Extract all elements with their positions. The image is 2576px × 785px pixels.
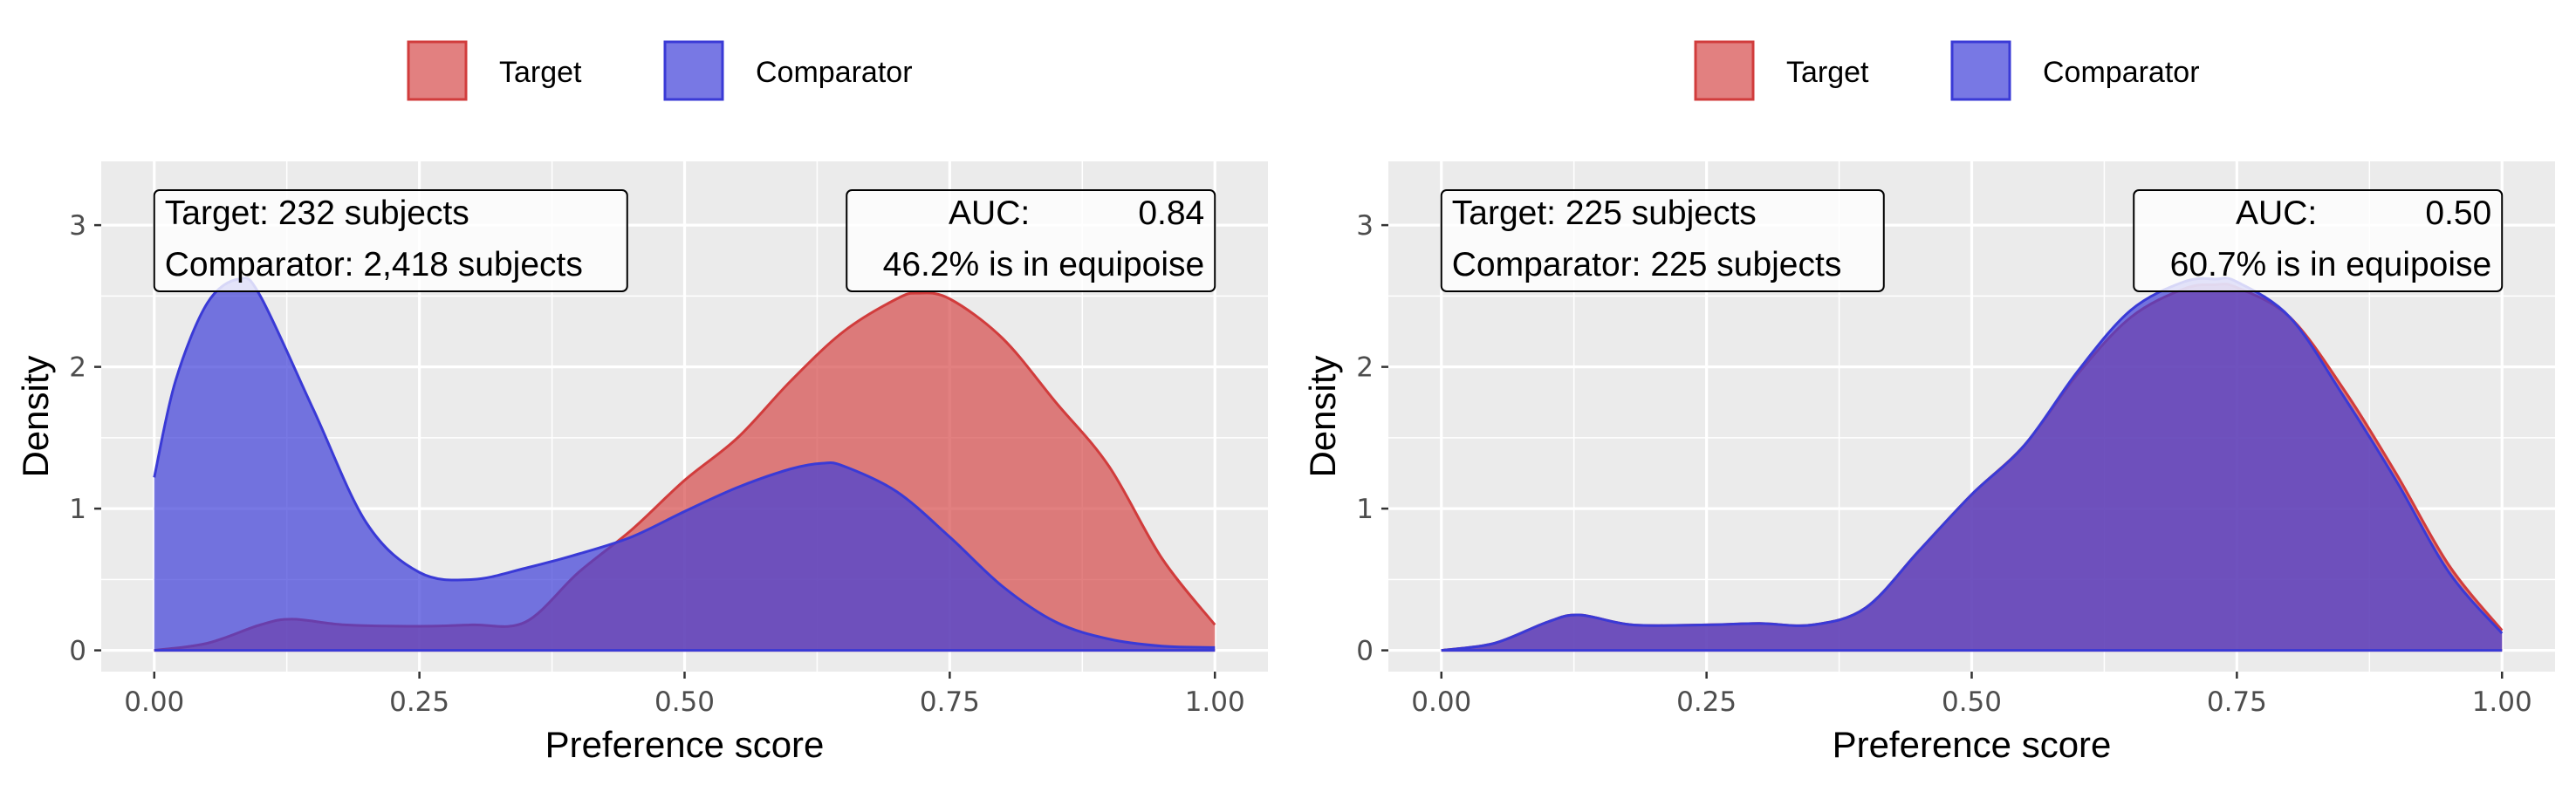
x-tick-label: 0.25 [389,686,449,718]
legend-label-target: Target [499,56,582,89]
auc-value-text: 0.50 [2425,195,2491,232]
x-tick-label: 1.00 [2472,686,2532,718]
chart-panel-1: 0.00 0.25 0.50 0.75 1.00 0 1 2 3 Preference score… [15,161,1268,765]
auc-label-box [2133,189,2504,292]
auc-label-text: AUC: [949,195,1030,232]
y-tick-label: 1 [69,494,86,525]
x-tick-label: 0.75 [2207,686,2267,718]
equipoise-text: 60.7% is in equipoise [2170,246,2492,283]
y-tick-label: 0 [1356,636,1374,667]
x-tick-label: 0.00 [1411,686,1471,718]
target-count-text: Target: 232 subjects [165,195,469,232]
x-tick-label: 0.75 [920,686,980,718]
counts-label-box [1440,189,1885,292]
comparator-count-text: Comparator: 225 subjects [1452,246,1842,283]
legend-key-comparator [663,40,724,101]
auc-label-box [846,189,1216,292]
y-tick-label: 2 [69,352,86,384]
legend-label-comparator: Comparator [756,56,913,89]
density-area-comparator [154,277,1216,651]
y-axis-title: Density [1302,355,1343,477]
legend-key-target [407,40,468,101]
y-tick-label: 3 [69,210,86,242]
y-tick-label: 3 [1356,210,1374,242]
x-tick-label: 0.00 [124,686,184,718]
x-axis-title: Preference score [545,724,825,765]
x-tick-label: 1.00 [1185,686,1245,718]
x-tick-label: 0.50 [1942,686,2002,718]
density-line-comparator [1441,276,2504,652]
legend-label-comparator: Comparator [2043,56,2200,89]
legend: Target Comparator [407,40,913,101]
auc-value-text: 0.84 [1138,195,1204,232]
legend: Target Comparator [1694,40,2200,101]
equipoise-text: 46.2% is in equipoise [883,246,1205,283]
y-tick-label: 1 [1356,494,1374,525]
x-axis-title: Preference score [1833,724,2112,765]
legend-key-comparator [1950,40,2011,101]
chart-panel-2: 0.00 0.25 0.50 0.75 1.00 0 1 2 3 Preference score… [1302,161,2555,765]
x-tick-label: 0.50 [654,686,715,718]
y-tick-label: 0 [69,636,86,667]
auc-label-text: AUC: [2236,195,2317,232]
y-tick-label: 2 [1356,352,1374,384]
target-count-text: Target: 225 subjects [1452,195,1757,232]
density-area-comparator [1441,277,2503,651]
y-axis-title: Density [15,355,56,477]
comparator-count-text: Comparator: 2,418 subjects [165,246,583,283]
legend-label-target: Target [1786,56,1869,89]
x-tick-label: 0.25 [1676,686,1737,718]
legend-key-target [1694,40,1755,101]
counts-label-box [153,189,628,292]
